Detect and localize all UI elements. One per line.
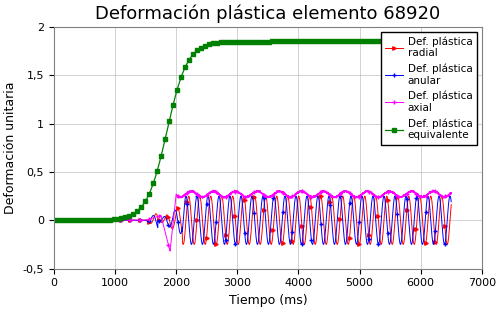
Def. plástica
radial xyxy=(240,194,246,198)
Def. plástica
radial xyxy=(51,218,57,222)
Def. plástica
axial xyxy=(430,188,436,192)
Def. plástica
equivalente xyxy=(51,218,57,222)
Def. plástica
equivalente xyxy=(289,39,295,43)
Def. plástica
equivalente xyxy=(378,39,384,43)
Def. plástica
axial xyxy=(310,195,316,199)
Def. plástica
axial xyxy=(290,194,296,198)
Def. plástica
anular xyxy=(290,231,296,234)
Def. plástica
radial xyxy=(310,217,316,221)
Def. plástica
anular xyxy=(448,200,454,204)
Def. plástica
anular xyxy=(381,194,387,198)
Def. plástica
axial xyxy=(348,192,354,195)
Def. plástica
anular xyxy=(378,226,384,230)
Def. plástica
axial xyxy=(167,249,173,253)
Def. plástica
equivalente xyxy=(448,39,454,43)
Def. plástica
axial xyxy=(448,191,454,195)
Def. plástica
radial xyxy=(378,241,384,245)
Def. plástica
equivalente xyxy=(348,39,354,43)
Line: Def. plástica
radial: Def. plástica radial xyxy=(52,194,453,246)
Def. plástica
radial xyxy=(290,239,296,243)
Def. plástica
axial xyxy=(378,194,384,198)
Line: Def. plástica
axial: Def. plástica axial xyxy=(52,188,453,253)
Def. plástica
anular xyxy=(51,218,57,222)
Def. plástica
equivalente xyxy=(123,215,129,219)
Y-axis label: Deformación unitaria: Deformación unitaria xyxy=(4,81,17,214)
Line: Def. plástica
anular: Def. plástica anular xyxy=(52,194,454,247)
Def. plástica
anular xyxy=(348,195,354,199)
Def. plástica
axial xyxy=(123,218,129,222)
Def. plástica
equivalente xyxy=(310,39,316,43)
Def. plástica
equivalente xyxy=(202,44,208,47)
Def. plástica
radial xyxy=(202,241,208,245)
Title: Deformación plástica elemento 68920: Deformación plástica elemento 68920 xyxy=(95,4,441,23)
Def. plástica
anular xyxy=(202,211,208,215)
Def. plástica
axial xyxy=(51,218,57,222)
Def. plástica
anular xyxy=(123,218,129,222)
Def. plástica
axial xyxy=(203,193,209,197)
Def. plástica
anular xyxy=(310,243,316,246)
Line: Def. plástica
equivalente: Def. plástica equivalente xyxy=(52,40,453,222)
X-axis label: Tiempo (ms): Tiempo (ms) xyxy=(228,294,307,307)
Def. plástica
radial xyxy=(348,225,354,229)
Def. plástica
radial xyxy=(123,218,129,222)
Def. plástica
radial xyxy=(448,203,454,207)
Def. plástica
anular xyxy=(254,243,260,246)
Def. plástica
radial xyxy=(444,243,450,246)
Legend: Def. plástica
radial, Def. plástica
anular, Def. plástica
axial, Def. plástica
e: Def. plástica radial, Def. plástica anul… xyxy=(380,32,476,145)
